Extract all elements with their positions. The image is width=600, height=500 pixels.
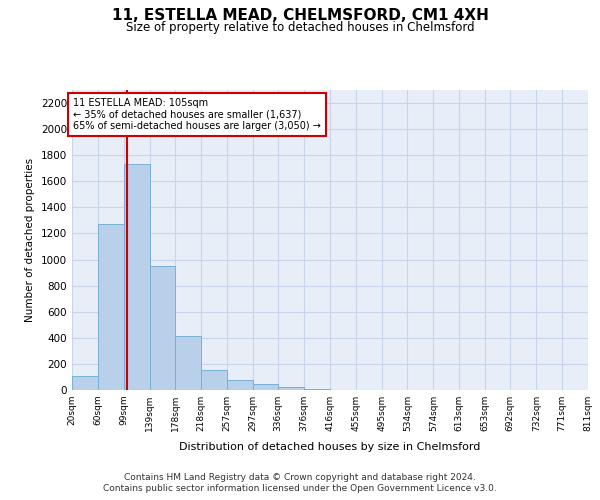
Bar [201, 370, 227, 390]
Text: Contains public sector information licensed under the Open Government Licence v3: Contains public sector information licen… [103, 484, 497, 493]
Bar [278, 386, 304, 390]
Bar [149, 266, 175, 390]
Text: 11, ESTELLA MEAD, CHELMSFORD, CM1 4XH: 11, ESTELLA MEAD, CHELMSFORD, CM1 4XH [112, 8, 488, 22]
Bar [98, 224, 124, 390]
Bar [227, 380, 253, 390]
Text: Size of property relative to detached houses in Chelmsford: Size of property relative to detached ho… [125, 21, 475, 34]
Text: Distribution of detached houses by size in Chelmsford: Distribution of detached houses by size … [179, 442, 481, 452]
Text: 11 ESTELLA MEAD: 105sqm
← 35% of detached houses are smaller (1,637)
65% of semi: 11 ESTELLA MEAD: 105sqm ← 35% of detache… [73, 98, 321, 131]
Y-axis label: Number of detached properties: Number of detached properties [25, 158, 35, 322]
Bar [175, 336, 201, 390]
Bar [72, 376, 98, 390]
Bar [304, 389, 331, 390]
Text: Contains HM Land Registry data © Crown copyright and database right 2024.: Contains HM Land Registry data © Crown c… [124, 472, 476, 482]
Bar [253, 384, 278, 390]
Bar [124, 164, 149, 390]
